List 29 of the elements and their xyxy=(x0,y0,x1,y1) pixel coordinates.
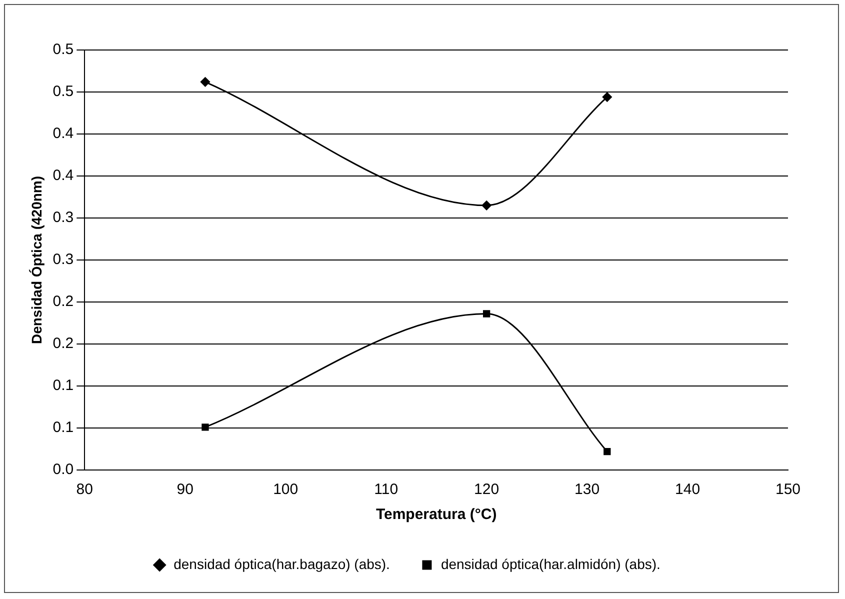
x-tick-label: 120 xyxy=(474,481,500,498)
y-tick-label: 0.3 xyxy=(52,209,74,226)
x-tick-label: 90 xyxy=(176,481,194,498)
x-tick-label: 110 xyxy=(374,481,398,498)
y-tick-label: 0.4 xyxy=(52,167,74,184)
y-tick-label: 0.0 xyxy=(52,461,74,478)
x-tick-label: 150 xyxy=(775,481,801,498)
point xyxy=(482,310,490,318)
point xyxy=(604,448,611,456)
legend-label: densidad óptica(har.bagazo) (abs). xyxy=(174,556,390,572)
point xyxy=(602,92,612,102)
x-tick-label: 130 xyxy=(574,481,600,498)
y-tick-label: 0.4 xyxy=(52,125,74,142)
y-tick-label: 0.5 xyxy=(52,41,74,58)
legend-label: densidad óptica(har.almidón) (abs). xyxy=(440,556,660,572)
point xyxy=(200,77,210,87)
x-tick-label: 140 xyxy=(675,481,700,498)
y-tick-label: 0.2 xyxy=(52,293,74,310)
y-tick-label: 0.5 xyxy=(52,83,74,100)
x-tick-label: 100 xyxy=(273,481,298,498)
point xyxy=(202,424,209,431)
y-tick-label: 0.1 xyxy=(52,377,74,394)
y-tick-label: 0.3 xyxy=(52,251,74,268)
y-tick-label: 0.1 xyxy=(52,419,74,436)
y-tick-label: 0.2 xyxy=(52,335,74,352)
y-axis-title: Densidad Óptica (420nm) xyxy=(28,176,44,344)
x-axis-title: Temperatura (°C) xyxy=(376,506,497,524)
point xyxy=(482,200,492,210)
x-tick-label: 80 xyxy=(76,481,93,498)
